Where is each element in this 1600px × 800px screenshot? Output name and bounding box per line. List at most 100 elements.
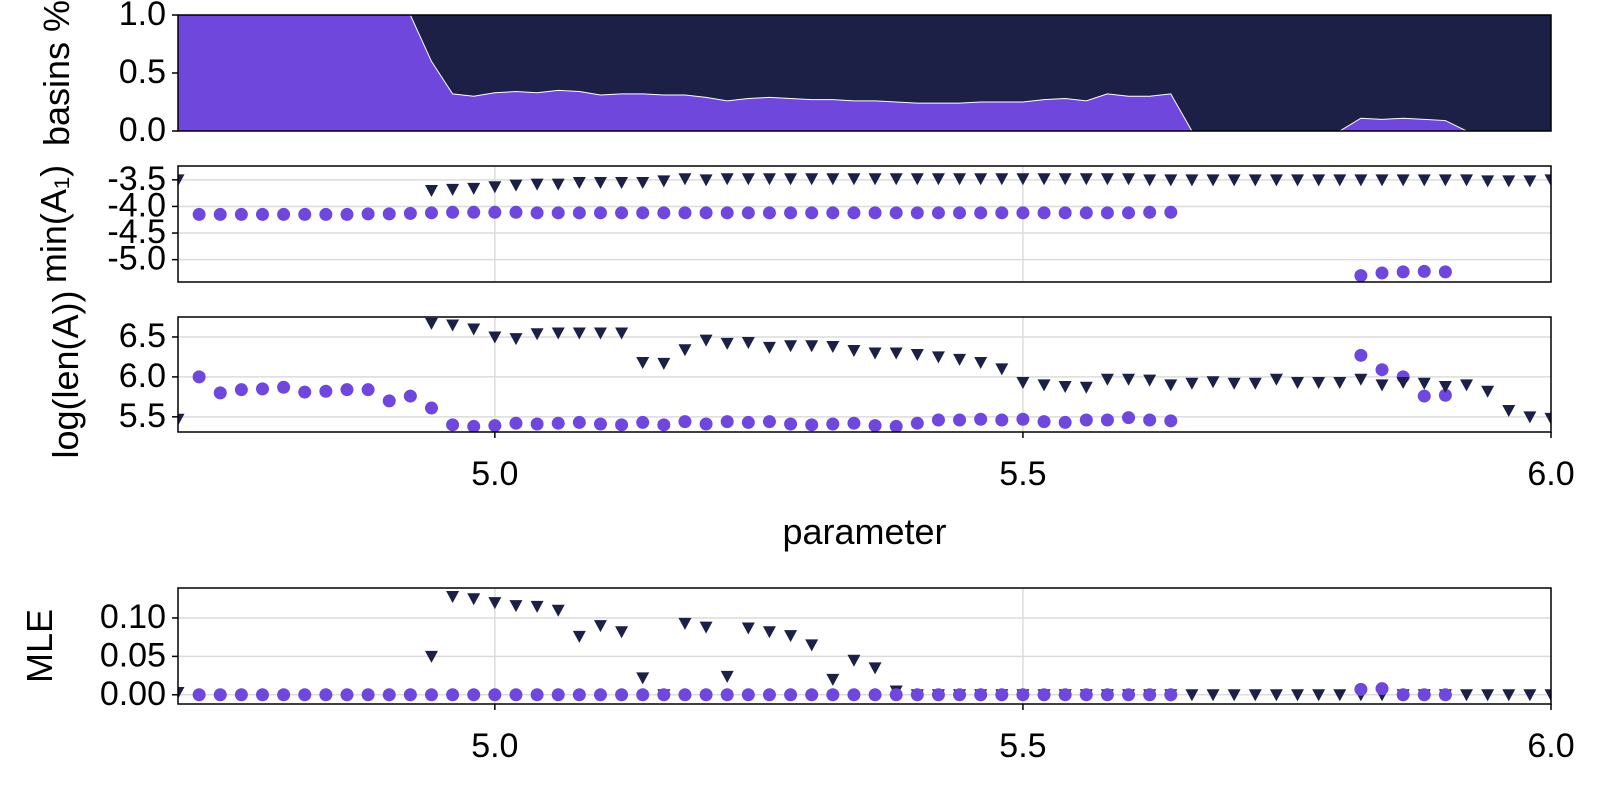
circle-marker: [572, 688, 586, 702]
triangle-marker: [1058, 173, 1072, 186]
plot-area: [178, 590, 1551, 702]
triangle-marker: [1122, 173, 1136, 186]
triangle-marker: [910, 173, 924, 186]
circle-marker: [805, 688, 819, 702]
circle-marker: [1122, 411, 1136, 425]
y-axis-label: MLE: [19, 609, 60, 683]
triangle-marker: [1523, 175, 1537, 188]
circle-marker: [1058, 415, 1072, 429]
circle-marker: [572, 206, 586, 220]
circle-marker: [636, 415, 650, 429]
circle-marker: [720, 415, 734, 429]
triangle-marker: [1185, 689, 1199, 702]
circle-marker: [699, 417, 713, 431]
circle-marker: [826, 206, 840, 220]
circle-marker: [593, 417, 607, 431]
y-tick-label: -4.0: [107, 186, 166, 224]
circle-marker: [255, 207, 269, 221]
triangle-marker: [784, 630, 798, 643]
triangle-marker: [1312, 174, 1326, 187]
x-tick-label: 5.5: [999, 727, 1046, 765]
circle-marker: [467, 688, 481, 702]
triangle-marker: [615, 327, 629, 340]
triangle-marker: [1016, 173, 1030, 186]
triangle-marker: [1481, 689, 1495, 702]
triangle-marker: [868, 662, 882, 675]
triangle-marker: [424, 317, 438, 330]
circle-marker: [382, 688, 396, 702]
circle-marker: [1438, 265, 1452, 279]
triangle-marker: [572, 327, 586, 340]
circle-marker: [277, 207, 291, 221]
circle-marker: [657, 688, 671, 702]
y-tick-label: 0.10: [100, 598, 166, 636]
circle-marker: [995, 688, 1009, 702]
triangle-marker: [446, 183, 460, 196]
triangle-marker: [699, 174, 713, 187]
circle-marker: [234, 383, 248, 397]
circle-marker: [1354, 348, 1368, 362]
triangle-marker: [424, 650, 438, 663]
triangle-marker: [974, 357, 988, 370]
circle-marker: [551, 688, 565, 702]
circle-marker: [1417, 389, 1431, 403]
circle-marker: [1016, 412, 1030, 426]
triangle-marker: [699, 334, 713, 347]
circle-marker: [1100, 413, 1114, 427]
circle-marker: [720, 206, 734, 220]
circle-marker: [615, 418, 629, 432]
y-axis-label: basins %: [36, 0, 77, 146]
triangle-marker: [1143, 374, 1157, 387]
triangle-marker: [636, 176, 650, 189]
circle-marker: [741, 415, 755, 429]
triangle-marker: [615, 176, 629, 189]
area: [178, 15, 1551, 131]
circle-marker: [192, 370, 206, 384]
triangle-marker: [762, 626, 776, 639]
circle-marker: [1164, 414, 1178, 428]
circle-marker: [361, 207, 375, 221]
triangle-marker: [424, 184, 438, 197]
triangle-marker: [826, 173, 840, 186]
x-tick-label: 5.0: [471, 455, 518, 493]
triangle-marker: [741, 622, 755, 635]
triangle-marker: [1417, 377, 1431, 390]
triangle-marker: [1481, 175, 1495, 188]
triangle-marker: [805, 340, 819, 353]
triangle-marker: [699, 621, 713, 634]
circle-marker: [488, 419, 502, 432]
circle-marker: [551, 416, 565, 430]
circle-marker: [192, 688, 206, 702]
y-tick-label: -4.5: [107, 213, 166, 251]
circle-marker: [784, 688, 798, 702]
circle-marker: [1354, 269, 1368, 282]
triangle-marker: [615, 626, 629, 639]
circle-marker: [1143, 413, 1157, 427]
circle-marker: [805, 206, 819, 220]
triangle-marker: [1037, 173, 1051, 186]
triangle-marker: [678, 344, 692, 357]
circle-marker: [678, 206, 692, 220]
triangle-marker: [1206, 174, 1220, 187]
triangle-marker: [1291, 174, 1305, 187]
triangle-marker: [1185, 377, 1199, 390]
circle-marker: [424, 688, 438, 702]
circle-marker: [1396, 265, 1410, 279]
circle-marker: [1143, 688, 1157, 702]
circle-marker: [1058, 206, 1072, 220]
triangle-marker: [1481, 385, 1495, 398]
circle-marker: [1417, 688, 1431, 702]
triangle-marker: [530, 600, 544, 613]
circle-marker: [868, 688, 882, 702]
circle-marker: [784, 206, 798, 220]
circle-marker: [1016, 206, 1030, 220]
circle-marker: [1354, 682, 1368, 696]
circle-marker: [298, 385, 312, 399]
triangle-marker: [741, 337, 755, 350]
triangle-marker: [826, 673, 840, 686]
triangle-marker: [530, 178, 544, 191]
circle-marker: [467, 205, 481, 219]
circle-marker: [340, 383, 354, 397]
circle-marker: [319, 384, 333, 398]
triangle-marker: [572, 630, 586, 643]
